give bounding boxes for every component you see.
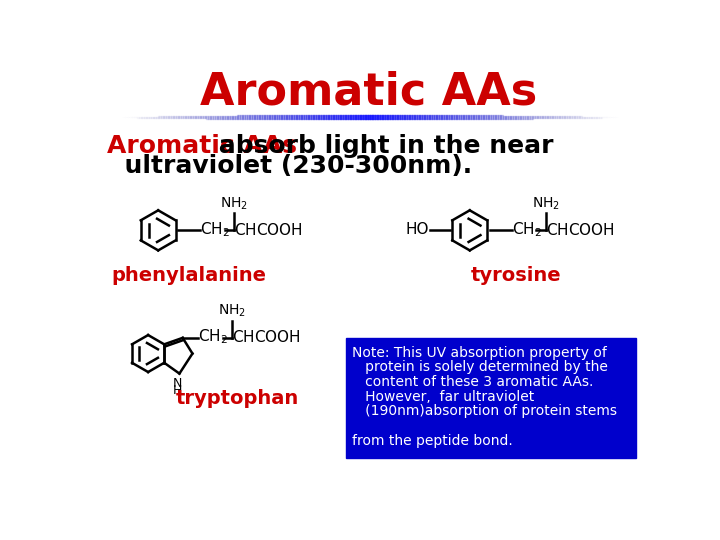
Text: Note: This UV absorption property of: Note: This UV absorption property of (352, 346, 607, 360)
Text: content of these 3 aromatic AAs.: content of these 3 aromatic AAs. (352, 375, 593, 389)
Text: $\mathdefault{CHCOOH}$: $\mathdefault{CHCOOH}$ (234, 221, 303, 238)
Text: Aromatic AAs: Aromatic AAs (107, 134, 297, 158)
Text: $\mathdefault{CHCOOH}$: $\mathdefault{CHCOOH}$ (233, 329, 301, 345)
Text: phenylalanine: phenylalanine (112, 266, 266, 285)
Text: $\mathdefault{NH_2}$: $\mathdefault{NH_2}$ (531, 195, 559, 212)
FancyBboxPatch shape (346, 338, 636, 457)
Text: $\mathdefault{NH_2}$: $\mathdefault{NH_2}$ (218, 303, 246, 319)
Text: N: N (174, 377, 183, 390)
Text: $\mathdefault{CH_2}$: $\mathdefault{CH_2}$ (198, 328, 228, 347)
Text: from the peptide bond.: from the peptide bond. (352, 434, 513, 448)
Text: (190nm)absorption of protein stems: (190nm)absorption of protein stems (352, 404, 617, 418)
Text: protein is solely determined by the: protein is solely determined by the (352, 361, 608, 374)
Text: HO: HO (405, 222, 428, 237)
Text: However,  far ultraviolet: However, far ultraviolet (352, 390, 534, 404)
Text: $\mathdefault{NH_2}$: $\mathdefault{NH_2}$ (220, 195, 248, 212)
Text: tyrosine: tyrosine (471, 266, 562, 285)
Text: ultraviolet (230-300nm).: ultraviolet (230-300nm). (107, 154, 472, 178)
Text: $\mathdefault{CH_2}$: $\mathdefault{CH_2}$ (512, 220, 541, 239)
Text: H: H (174, 384, 183, 397)
Text: $\mathdefault{CHCOOH}$: $\mathdefault{CHCOOH}$ (546, 221, 614, 238)
Text: absorb light in the near: absorb light in the near (210, 134, 554, 158)
Text: $\mathdefault{CH_2}$: $\mathdefault{CH_2}$ (200, 220, 230, 239)
Text: tryptophan: tryptophan (176, 389, 299, 408)
Text: Aromatic AAs: Aromatic AAs (200, 70, 538, 113)
